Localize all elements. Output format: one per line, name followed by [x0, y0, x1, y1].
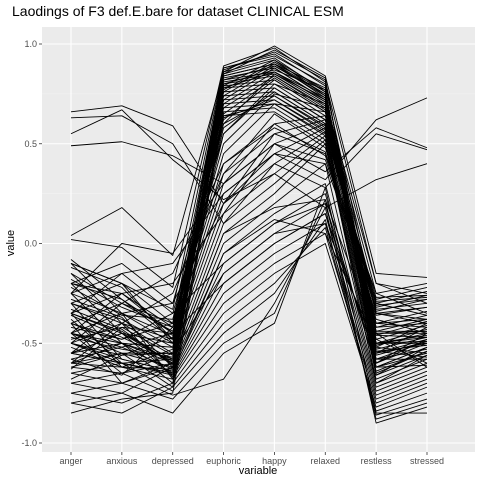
x-tick-label-stressed: stressed	[410, 456, 444, 466]
major-gridlines	[42, 27, 475, 452]
series-line-s60	[70, 113, 428, 364]
series-lines	[70, 45, 428, 424]
x-tick-label-depressed: depressed	[152, 456, 194, 466]
series-line-s80	[70, 103, 428, 320]
series-line-s31	[70, 73, 428, 304]
y-tick-label: -0.5	[21, 338, 37, 348]
series-line-s3	[70, 109, 428, 209]
plot-panel	[42, 27, 475, 452]
series-line-s70	[70, 59, 428, 368]
series-line-s6	[70, 47, 428, 294]
series-line-s68	[70, 63, 428, 362]
series-line-s5	[70, 45, 428, 278]
y-axis-ticks: -1.0 -0.5 0.0 0.5 1.0	[21, 39, 42, 448]
series-line-s66	[70, 67, 428, 368]
series-line-s76	[70, 87, 428, 344]
series-line-s41	[70, 139, 428, 372]
chart-title: Laodings of F3 def.E.bare for dataset CL…	[12, 3, 344, 19]
series-line-s55	[70, 187, 427, 414]
series-line-s64	[70, 75, 428, 370]
x-tick-label-relaxed: relaxed	[311, 456, 341, 466]
series-line-s71	[70, 203, 428, 368]
series-line-s73	[70, 223, 428, 356]
x-tick-label-anxious: anxious	[106, 456, 138, 466]
series-line-s43	[70, 163, 428, 384]
y-tick-label: 1.0	[24, 39, 37, 49]
y-tick-label: 0.5	[24, 139, 37, 149]
series-line-s72	[70, 213, 428, 360]
x-tick-label-restless: restless	[361, 456, 393, 466]
x-axis-title: variable	[239, 465, 278, 477]
x-tick-label-happy: happy	[262, 456, 287, 466]
series-line-s74	[70, 219, 428, 374]
series-line-s63	[70, 77, 428, 376]
series-line-s54	[70, 199, 428, 424]
series-line-s51	[70, 227, 428, 412]
y-tick-label: -1.0	[21, 438, 37, 448]
y-axis-title: value	[5, 230, 17, 256]
series-line-s79	[70, 99, 428, 328]
y-tick-label: 0.0	[24, 239, 37, 249]
x-axis-ticks: anger anxious depressed euphoric happy relaxe…	[59, 452, 444, 466]
series-line-s48	[70, 223, 428, 400]
x-tick-label-euphoric: euphoric	[206, 456, 241, 466]
series-line-s75	[70, 199, 428, 364]
series-line-s42	[70, 143, 428, 376]
series-line-s40	[70, 135, 428, 368]
x-tick-label-anger: anger	[59, 456, 82, 466]
series-line-s65	[70, 71, 428, 380]
